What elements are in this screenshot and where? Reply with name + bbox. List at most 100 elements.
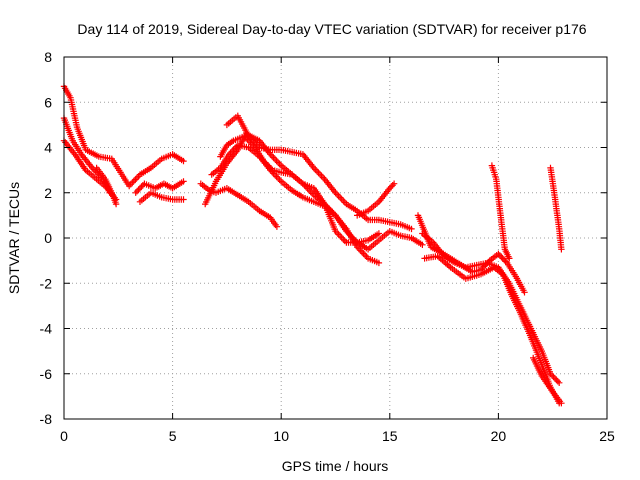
data-point — [551, 375, 559, 382]
series-track-q — [530, 354, 565, 407]
data-point — [375, 259, 383, 267]
data-point — [338, 196, 345, 203]
data-point — [495, 250, 502, 257]
data-point — [267, 165, 275, 172]
data-point — [338, 234, 345, 241]
data-point — [361, 251, 369, 259]
x-axis-label: GPS time / hours — [282, 458, 389, 474]
data-point — [388, 183, 395, 190]
data-point — [390, 180, 398, 187]
data-point — [521, 289, 528, 296]
x-tick-label: 5 — [169, 428, 177, 444]
x-tick-label: 20 — [491, 428, 507, 444]
y-tick-label: -8 — [40, 411, 53, 427]
chart-title: Day 114 of 2019, Sidereal Day-to-day VTE… — [77, 21, 586, 37]
series-track-l — [354, 180, 398, 219]
data-point — [499, 255, 506, 262]
series-track-a — [60, 83, 187, 190]
y-tick-label: 2 — [44, 185, 52, 201]
data-point — [265, 162, 272, 169]
data-point — [498, 253, 505, 261]
data-point — [315, 169, 322, 176]
data-point — [335, 192, 342, 200]
data-point — [360, 250, 367, 257]
data-point — [180, 178, 187, 185]
data-point — [273, 223, 281, 230]
data-point — [386, 185, 393, 192]
data-point — [274, 159, 282, 166]
data-point — [133, 188, 141, 195]
x-tick-label: 10 — [273, 428, 289, 444]
series-track-p — [488, 162, 513, 262]
data-point — [274, 175, 282, 182]
data-point — [550, 373, 557, 380]
data-point — [129, 179, 136, 186]
data-point — [112, 200, 120, 208]
data-point — [180, 157, 187, 165]
data-point — [136, 185, 144, 192]
series-track-i — [217, 133, 383, 246]
data-point — [270, 154, 277, 161]
data-point — [313, 167, 321, 175]
data-point — [340, 236, 347, 243]
data-point — [556, 379, 563, 386]
data-point — [180, 196, 187, 203]
series-track-j — [223, 112, 415, 233]
x-tick-label: 25 — [599, 428, 615, 444]
data-point — [375, 230, 383, 237]
series-track-f — [136, 189, 187, 205]
data-point — [135, 186, 142, 193]
data-point — [554, 378, 561, 385]
data-point — [389, 182, 396, 189]
data-point — [501, 256, 508, 264]
data-point — [133, 174, 141, 182]
y-tick-label: -6 — [40, 366, 53, 382]
data-point — [138, 183, 145, 190]
data-point — [266, 163, 273, 171]
y-tick-label: -4 — [40, 321, 53, 337]
y-tick-label: -2 — [40, 275, 53, 291]
data-point — [263, 160, 270, 168]
data-point — [268, 152, 276, 160]
axis-ticks: 0 5 10 15 20 25 -8 -6 -4 -2 0 2 4 6 8 — [40, 49, 615, 444]
data-point — [316, 171, 324, 178]
series-track-r — [547, 164, 565, 253]
plot-frame — [63, 56, 608, 420]
data-point — [337, 194, 344, 201]
y-tick-label: 4 — [44, 140, 52, 156]
series-track-h — [208, 142, 383, 267]
data-point — [312, 166, 319, 173]
series-track-o — [421, 252, 563, 407]
data-point — [341, 237, 348, 245]
data-point — [262, 159, 269, 166]
y-tick-label: 6 — [44, 94, 52, 110]
series-track-n — [419, 230, 563, 386]
data-point — [276, 176, 283, 183]
data-point — [333, 191, 341, 198]
data-point — [502, 258, 509, 265]
data-point — [130, 177, 137, 185]
y-tick-label: 0 — [44, 230, 52, 246]
data-point — [558, 400, 565, 407]
x-tick-label: 15 — [382, 428, 398, 444]
data-point — [553, 376, 560, 383]
y-axis-label: SDTVAR / TECUs — [6, 182, 22, 294]
data-point — [132, 189, 139, 196]
data-point — [408, 225, 415, 233]
data-point — [132, 176, 139, 183]
data-point — [340, 197, 347, 204]
x-tick-label: 0 — [60, 428, 68, 444]
series-track-d — [93, 164, 120, 208]
data-series — [60, 83, 565, 407]
grid — [64, 57, 607, 419]
data-point — [276, 160, 283, 168]
series-track-k — [202, 130, 426, 253]
data-point — [506, 255, 513, 262]
data-point — [496, 252, 503, 259]
data-point — [548, 372, 556, 379]
data-point — [558, 246, 565, 253]
data-point — [260, 157, 267, 165]
series-track-g — [197, 180, 281, 230]
data-point — [419, 241, 426, 248]
